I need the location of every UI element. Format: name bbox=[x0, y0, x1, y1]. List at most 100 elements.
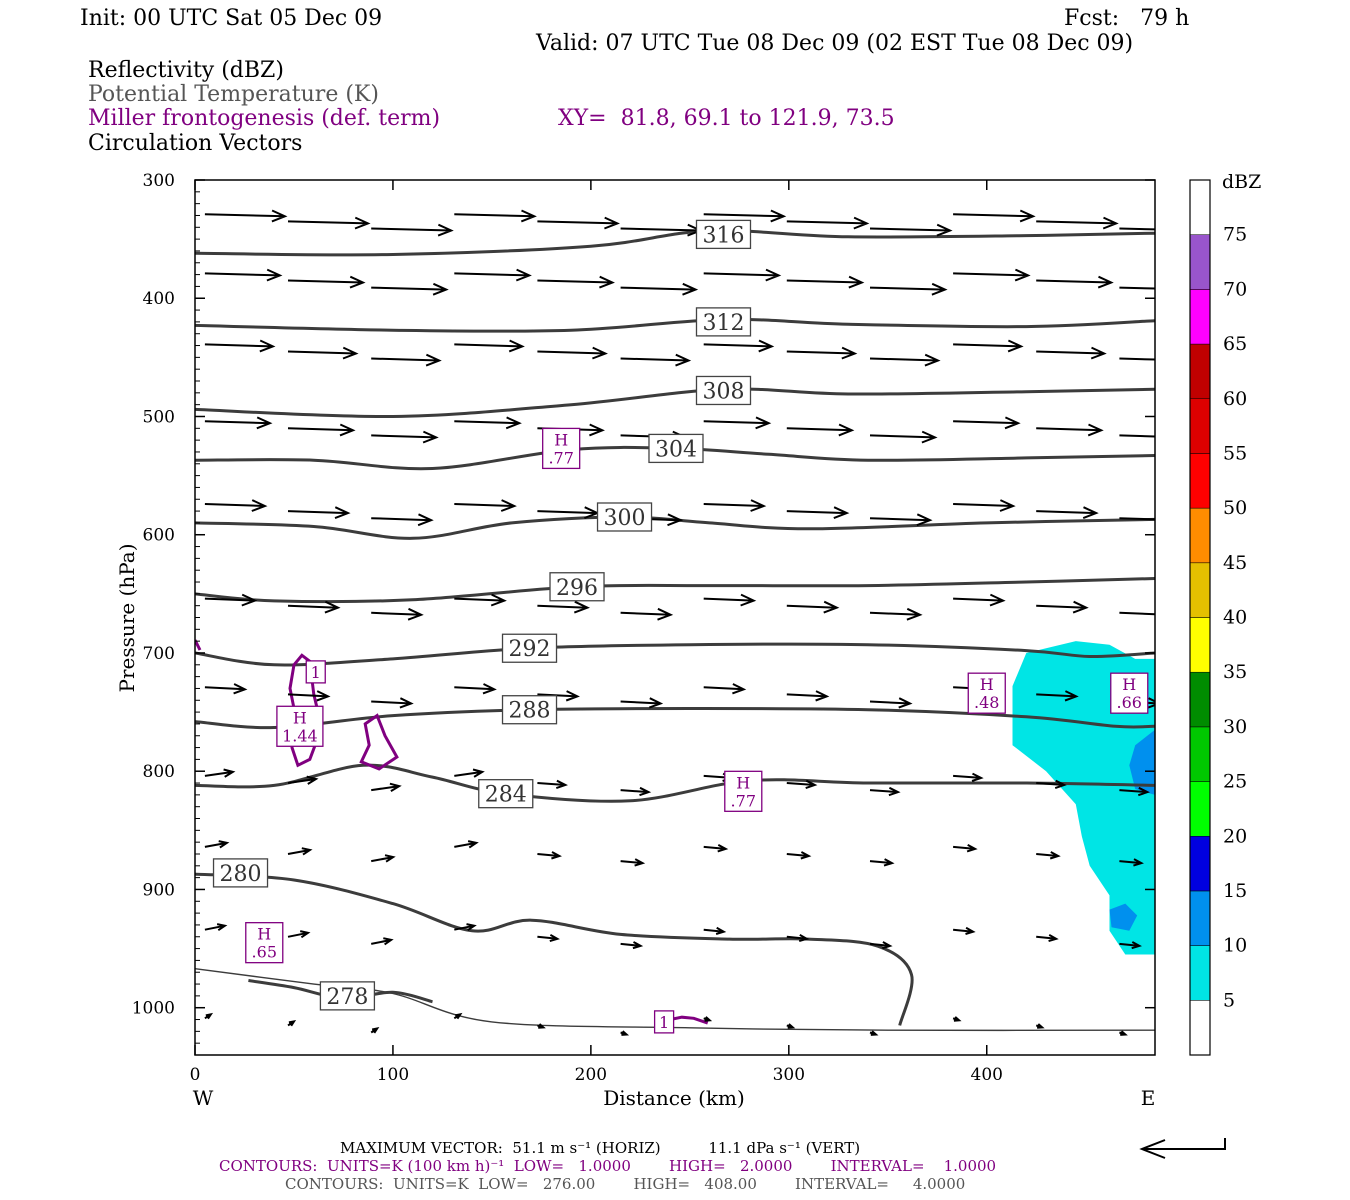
circulation-vector bbox=[204, 499, 268, 512]
fronto-contour-label: 1 bbox=[653, 1010, 675, 1034]
circulation-vector bbox=[204, 1012, 214, 1020]
circulation-vector bbox=[953, 268, 1031, 282]
circulation-vector bbox=[287, 275, 366, 289]
circulation-vector bbox=[1119, 286, 1155, 290]
colorbar-segment bbox=[1189, 289, 1211, 345]
isentrope-label: 288 bbox=[501, 695, 558, 725]
circulation-vector bbox=[287, 346, 359, 360]
colorbar-segment bbox=[1189, 562, 1211, 618]
colorbar-segment bbox=[1189, 398, 1211, 454]
circulation-vector bbox=[1035, 1023, 1045, 1029]
circulation-vector bbox=[953, 416, 1021, 430]
circulation-vector bbox=[371, 607, 424, 621]
circulation-vector bbox=[703, 844, 729, 853]
isentrope-label: 312 bbox=[695, 307, 752, 337]
colorbar-frame bbox=[1189, 179, 1211, 1056]
isentrope-line bbox=[195, 642, 1155, 667]
colorbar-segment bbox=[1189, 836, 1211, 892]
circulation-vector bbox=[1119, 941, 1142, 950]
circulation-vector bbox=[786, 600, 840, 614]
colorbar-segment bbox=[1189, 234, 1211, 290]
circulation-vector bbox=[287, 506, 351, 520]
circulation-vector bbox=[454, 840, 479, 849]
colorbar-label: 50 bbox=[1223, 497, 1247, 519]
svg-text:304: 304 bbox=[655, 437, 697, 462]
circulation-vector bbox=[869, 858, 895, 867]
circulation-vector bbox=[454, 268, 532, 282]
circulation-vector bbox=[786, 690, 830, 702]
svg-text:.77: .77 bbox=[731, 791, 756, 810]
x-axis-label: Distance (km) bbox=[603, 1086, 745, 1110]
svg-text:H: H bbox=[736, 773, 750, 792]
circulation-vector bbox=[620, 1030, 630, 1036]
isentrope-label: 292 bbox=[501, 633, 558, 663]
circulation-vector bbox=[620, 786, 652, 797]
colorbar-label: 25 bbox=[1223, 771, 1247, 793]
circulation-vector bbox=[1119, 1030, 1128, 1036]
isentrope-line bbox=[195, 229, 1155, 257]
circulation-vector bbox=[953, 339, 1024, 353]
colorbar-label: 30 bbox=[1223, 716, 1247, 738]
colorbar-label: 5 bbox=[1223, 989, 1235, 1011]
svg-text:H: H bbox=[1122, 675, 1136, 694]
y-tick-label: 400 bbox=[143, 289, 175, 309]
circulation-vector bbox=[620, 607, 674, 621]
y-tick-label: 300 bbox=[143, 171, 175, 191]
circulation-vector bbox=[454, 683, 497, 695]
svg-text:.77: .77 bbox=[548, 448, 573, 467]
colorbar-label: 65 bbox=[1223, 333, 1247, 355]
circulation-vector bbox=[703, 339, 775, 353]
circulation-vector bbox=[371, 430, 439, 444]
circulation-vector bbox=[204, 923, 228, 932]
circulation-vector bbox=[1036, 934, 1059, 943]
svg-text:.65: .65 bbox=[252, 943, 277, 962]
circulation-vector bbox=[953, 926, 976, 935]
y-tick-label: 900 bbox=[143, 880, 175, 900]
colorbar-label: 15 bbox=[1223, 880, 1247, 902]
circulation-vector bbox=[454, 593, 507, 607]
circulation-vector bbox=[1036, 216, 1119, 230]
colorbar-segment bbox=[1189, 781, 1211, 837]
circulation-vector bbox=[287, 423, 356, 437]
colorbar-segment bbox=[1189, 453, 1211, 509]
isentrope-label: 278 bbox=[319, 981, 376, 1011]
svg-text:300: 300 bbox=[604, 506, 646, 531]
circulation-vector bbox=[537, 275, 615, 289]
circulation-vector bbox=[1036, 275, 1114, 289]
circulation-vector bbox=[703, 683, 747, 695]
colorbar-segment bbox=[1189, 617, 1211, 673]
circulation-vector bbox=[454, 768, 485, 778]
circulation-vector bbox=[204, 593, 258, 607]
circulation-vector bbox=[953, 844, 978, 853]
circulation-vector bbox=[703, 416, 772, 430]
fronto-maximum-label: H.77 bbox=[724, 770, 763, 812]
circulation-vector bbox=[454, 339, 525, 353]
circulation-vector bbox=[703, 209, 787, 223]
circulation-vector bbox=[786, 275, 865, 289]
colorbar-label: 55 bbox=[1223, 442, 1247, 464]
circulation-vector bbox=[537, 779, 568, 790]
colorbar-segment bbox=[1189, 726, 1211, 782]
circulation-vector bbox=[204, 209, 288, 223]
circulation-vector bbox=[204, 768, 236, 778]
svg-text:1: 1 bbox=[311, 663, 321, 682]
circulation-vector bbox=[869, 430, 938, 444]
circulation-vector bbox=[1119, 858, 1144, 867]
east-label: E bbox=[1141, 1086, 1156, 1110]
circulation-vector bbox=[1036, 506, 1099, 520]
circulation-vector bbox=[703, 1016, 713, 1022]
isentrope-label: 308 bbox=[695, 375, 752, 406]
circulation-vector bbox=[371, 353, 442, 367]
isentrope-label: 304 bbox=[648, 433, 704, 464]
svg-text:308: 308 bbox=[702, 379, 744, 404]
isentrope-label: 316 bbox=[695, 219, 752, 250]
circulation-vector bbox=[371, 282, 449, 296]
circulation-vector bbox=[204, 268, 283, 282]
circulation-vector bbox=[620, 353, 692, 367]
fronto-maximum-label: H.66 bbox=[1110, 672, 1149, 714]
fronto-contour-info: CONTOURS: UNITS=K (100 km h)⁻¹ LOW= 1.00… bbox=[219, 1157, 997, 1175]
circulation-vector bbox=[1036, 690, 1079, 702]
colorbar-label: 70 bbox=[1223, 278, 1247, 300]
x-tick-label: 300 bbox=[773, 1065, 805, 1085]
max-vector-label: MAXIMUM VECTOR: 51.1 m s⁻¹ (HORIZ) 11.1 … bbox=[340, 1139, 861, 1157]
